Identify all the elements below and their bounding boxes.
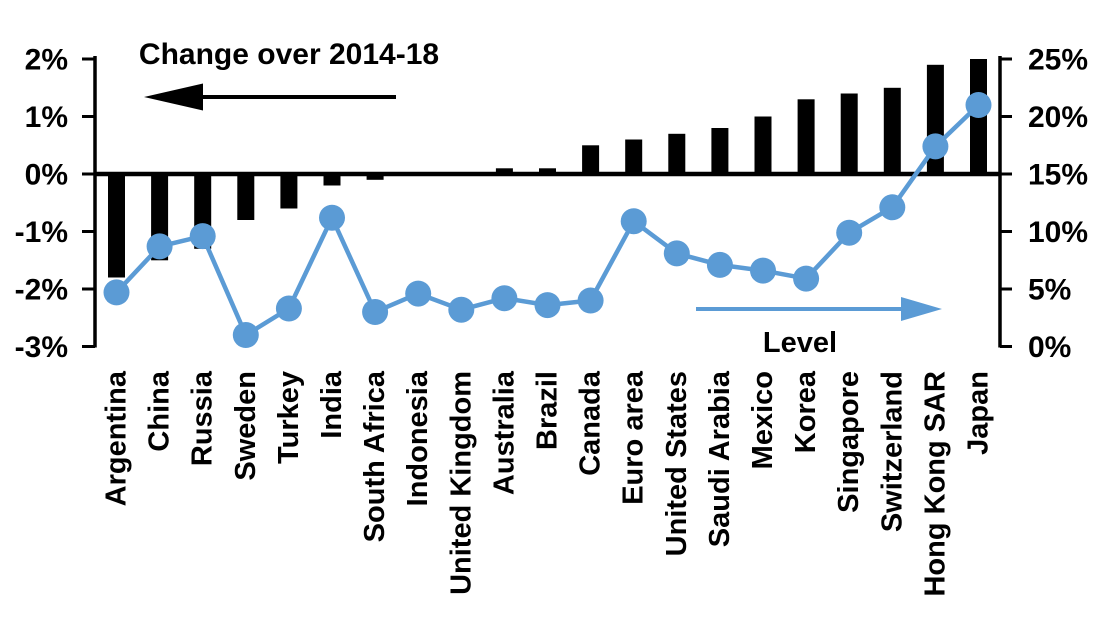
right-axis-tick-label: 20% [1028, 101, 1088, 134]
category-label-korea: Korea [790, 370, 822, 453]
level-dot-saudi-arabia [706, 251, 733, 278]
category-label-mexico: Mexico [747, 371, 779, 469]
bar-south-africa [366, 174, 384, 180]
level-dot-korea [793, 265, 820, 292]
level-dot-united-states [663, 240, 690, 267]
category-label-united-states: United States [661, 371, 693, 556]
left-axis-tick-label: 1% [25, 101, 68, 134]
right-axis-tick-label: 0% [1028, 331, 1071, 364]
bar-mexico [754, 116, 772, 174]
left-arrow-head-icon [144, 83, 203, 111]
line-series-annotation-label: Level [763, 327, 837, 359]
bar-turkey [280, 174, 298, 209]
right-arrow-head-icon [901, 297, 942, 321]
level-dot-russia [189, 223, 216, 250]
level-dot-mexico [750, 257, 776, 284]
category-label-indonesia: Indonesia [402, 370, 434, 506]
bar-united-states [668, 133, 686, 175]
category-label-hong-kong-sar: Hong Kong SAR [919, 371, 951, 597]
bar-series-annotation-label: Change over 2014-18 [139, 38, 439, 71]
right-axis-tick-label: 15% [1028, 159, 1088, 192]
category-label-singapore: Singapore [833, 371, 865, 513]
left-axis-tick-label: -1% [15, 216, 68, 249]
level-dot-argentina [103, 279, 130, 306]
right-axis-tick-label: 10% [1028, 216, 1088, 249]
level-dot-united-kingdom [448, 296, 475, 323]
bar-argentina [108, 174, 125, 278]
category-label-saudi-arabia: Saudi Arabia [704, 370, 736, 547]
category-label-sweden: Sweden [230, 371, 262, 481]
level-dot-turkey [275, 295, 302, 322]
level-line-series [103, 92, 992, 348]
level-dot-japan [965, 92, 992, 118]
level-dot-euro-area [620, 208, 647, 235]
left-axis-tick-label: -3% [15, 331, 68, 364]
category-label-canada: Canada [575, 370, 607, 476]
bar-india [323, 174, 341, 186]
right-axis-tick-label: 25% [1028, 44, 1088, 77]
category-label-united-kingdom: United Kingdom [445, 371, 477, 595]
category-label-india: India [316, 370, 348, 439]
left-axis-tick-label: 0% [25, 159, 68, 192]
category-label-turkey: Turkey [273, 371, 305, 464]
left-axis-tick-label: 2% [25, 44, 68, 77]
bar-saudi-arabia [711, 128, 729, 174]
bar-korea [797, 99, 815, 175]
bar-sweden [237, 174, 255, 220]
category-label-south-africa: South Africa [359, 370, 391, 542]
level-dot-sweden [232, 322, 259, 348]
level-dot-australia [491, 285, 518, 312]
category-label-brazil: Brazil [532, 371, 564, 450]
left-axis-tick-label: -2% [15, 274, 68, 307]
bar-canada [582, 145, 600, 175]
level-dot-brazil [534, 292, 561, 319]
category-label-argentina: Argentina [101, 370, 133, 506]
category-label-euro-area: Euro area [618, 370, 650, 505]
category-label-switzerland: Switzerland [876, 371, 908, 532]
level-dot-indonesia [405, 280, 432, 307]
level-dot-china [146, 233, 173, 260]
level-dot-switzerland [879, 194, 906, 221]
category-label-russia: Russia [187, 370, 219, 466]
category-axis-labels: Argentina China Russia Sweden Turkey India Sou… [101, 370, 995, 596]
level-dot-india [319, 204, 345, 231]
level-dot-hong-kong-sar [922, 133, 949, 160]
bar-series [108, 59, 987, 278]
level-dot-singapore [836, 219, 863, 246]
level-dot-canada [577, 287, 604, 314]
axes: 2% 1% 0% -1% -2% -3% 25% 20% 15% 10% 5% 0% [15, 44, 1088, 365]
bar-australia [495, 168, 513, 175]
bar-switzerland [883, 87, 901, 175]
category-label-australia: Australia [488, 370, 520, 495]
right-axis-tick-label: 5% [1028, 274, 1071, 307]
bar-singapore [840, 93, 858, 174]
level-dot-south-africa [362, 299, 389, 325]
bar-brazil [539, 168, 556, 175]
annotations: Change over 2014-18 Level [139, 38, 942, 359]
bar-euro-area [625, 139, 643, 174]
category-label-china: China [144, 370, 176, 451]
category-label-japan: Japan [963, 371, 995, 455]
